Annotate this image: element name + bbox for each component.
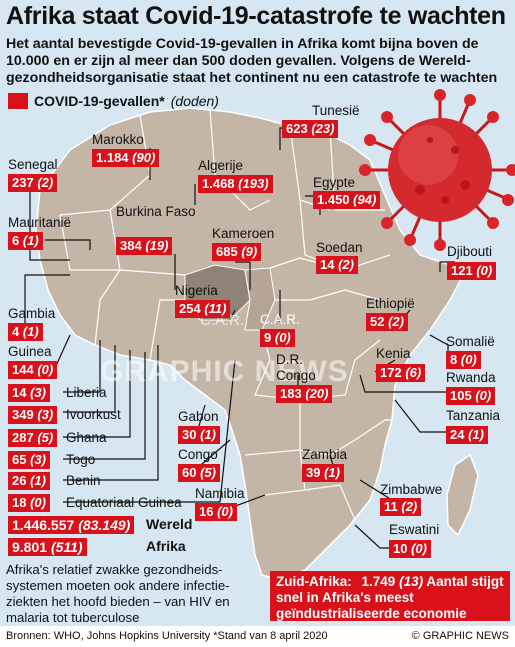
value-zimbabwe: 11 (2) [380, 498, 422, 516]
value-zambia: 39 (1) [302, 464, 344, 482]
value-equatoriaal-guinea: 18 (0) [8, 494, 50, 512]
value-congo: 60 (5) [178, 464, 220, 482]
value-afrika: 9.801 (511) [8, 538, 87, 556]
value-kameroen: 685 (9) [212, 243, 262, 261]
country-label-egypte: Egypte [313, 175, 356, 190]
zuid-afrika-text: Aantal stijgt snel in Afrika's meest geï… [276, 574, 504, 621]
legend-paren: (doden) [170, 93, 219, 109]
country-label-djibouti: Djibouti [447, 244, 493, 259]
value-togo: 65 (3) [8, 451, 50, 469]
value-burkina-faso: 384 (19) [116, 237, 173, 255]
country-label-dr-congo: D.R. Congo [276, 352, 316, 383]
value-rwanda: 105 (0) [446, 387, 496, 405]
country-label-equatoriaal-guinea: Equatoriaal Guinea [66, 495, 182, 510]
virus-icon [359, 89, 515, 251]
country-label-namibia: Namibia [195, 486, 245, 501]
country-label-nigeria: Nigeria [175, 283, 218, 298]
country-label-ivoorkust: Ivoorkust [66, 407, 121, 422]
label-afrika: Afrika [146, 538, 186, 554]
country-label-tanzania: Tanzania [446, 408, 501, 423]
watermark: GRAPHIC NEWS [100, 355, 349, 388]
zuid-afrika-cases: 1.749 [361, 574, 396, 589]
value-guinea: 144 (0) [8, 361, 58, 379]
country-label-gambia: Gambia [8, 306, 56, 321]
value-kenia: 172 (6) [376, 364, 426, 382]
zuid-afrika-deaths: (13) [399, 574, 424, 589]
value-gambia: 4 (1) [8, 323, 43, 341]
country-label-rwanda: Rwanda [446, 370, 496, 385]
madagascar-landmass [446, 453, 479, 537]
country-label-kameroen: Kameroen [212, 226, 275, 241]
country-label-congo: Congo [178, 447, 218, 462]
value-benin: 26 (1) [8, 472, 50, 490]
value-nigeria: 254 (11) [175, 300, 231, 318]
country-label-liberia: Liberia [66, 385, 107, 400]
country-label-eswatini: Eswatini [389, 522, 440, 537]
value-ghana: 287 (5) [8, 429, 58, 447]
country-label-gabon: Gabon [178, 409, 219, 424]
value-namibia: 16 (0) [195, 503, 237, 521]
country-label-guinea: Guinea [8, 344, 52, 359]
footer-sources: Bronnen: WHO, Johns Hopkins University *… [6, 630, 328, 642]
country-label-mauritanie: Mauritanië [8, 215, 72, 230]
value-senegal: 237 (2) [8, 174, 58, 192]
value-marokko: 1.184 (90) [92, 149, 160, 167]
value-wereld: 1.446.557 (83.149) [8, 516, 135, 534]
value-ethiopie: 52 (2) [366, 313, 408, 331]
value-car: 9 (0) [260, 329, 295, 347]
country-label-marokko: Marokko [92, 132, 144, 147]
legend-swatch [8, 93, 28, 109]
country-label-car: C.A.R. [260, 312, 300, 327]
value-tunesie: 623 (23) [282, 120, 339, 138]
value-soedan: 14 (2) [316, 256, 358, 274]
legend-label: COVID-19-gevallen* [34, 93, 165, 109]
country-label-algerije: Algerije [198, 158, 244, 173]
zuid-afrika-box: Zuid-Afrika: 1.749 (13) Aantal stijgt sn… [270, 571, 510, 621]
country-label-zimbabwe: Zimbabwe [380, 482, 443, 497]
country-label-benin: Benin [66, 473, 101, 488]
value-mauritanie: 6 (1) [8, 232, 43, 250]
legend: COVID-19-gevallen* (doden) [8, 90, 219, 112]
value-algerije: 1.468 (193) [198, 175, 273, 193]
country-label-somalie: Somalië [446, 334, 495, 349]
value-eswatini: 10 (0) [389, 540, 431, 558]
country-label-burkina-faso: Burkina Faso [116, 204, 196, 219]
country-label-kenia: Kenia [376, 346, 411, 361]
country-label-senegal: Senegal [8, 157, 58, 172]
value-somalie: 8 (0) [446, 351, 481, 369]
label-wereld: Wereld [146, 516, 193, 532]
country-label-togo: Togo [66, 452, 96, 467]
value-egypte: 1.450 (94) [313, 191, 381, 209]
health-note: Afrika's relatief zwakke gezondheids-sys… [6, 562, 230, 625]
country-label-ethiopie: Ethiopië [366, 296, 415, 311]
country-label-tunesie: Tunesië [312, 103, 360, 118]
value-tanzania: 24 (1) [446, 426, 488, 444]
page-subtitle: Het aantal bevestigde Covid-19-gevallen … [6, 36, 498, 86]
value-gabon: 30 (1) [178, 426, 220, 444]
page-title: Afrika staat Covid-19-catastrofe te wach… [6, 2, 506, 30]
country-label-ghana: Ghana [66, 430, 107, 445]
zuid-afrika-name: Zuid-Afrika: [276, 574, 352, 589]
country-borders [59, 109, 392, 521]
footer-copyright: © GRAPHIC NEWS [411, 630, 509, 642]
value-djibouti: 121 (0) [447, 262, 497, 280]
footer: Bronnen: WHO, Johns Hopkins University *… [0, 626, 515, 647]
value-dr-congo: 183 (20) [276, 385, 333, 403]
country-label-soedan: Soedan [316, 240, 363, 255]
value-ivoorkust: 349 (3) [8, 406, 58, 424]
country-label-zambia: Zambia [302, 447, 348, 462]
value-liberia: 14 (3) [8, 384, 50, 402]
